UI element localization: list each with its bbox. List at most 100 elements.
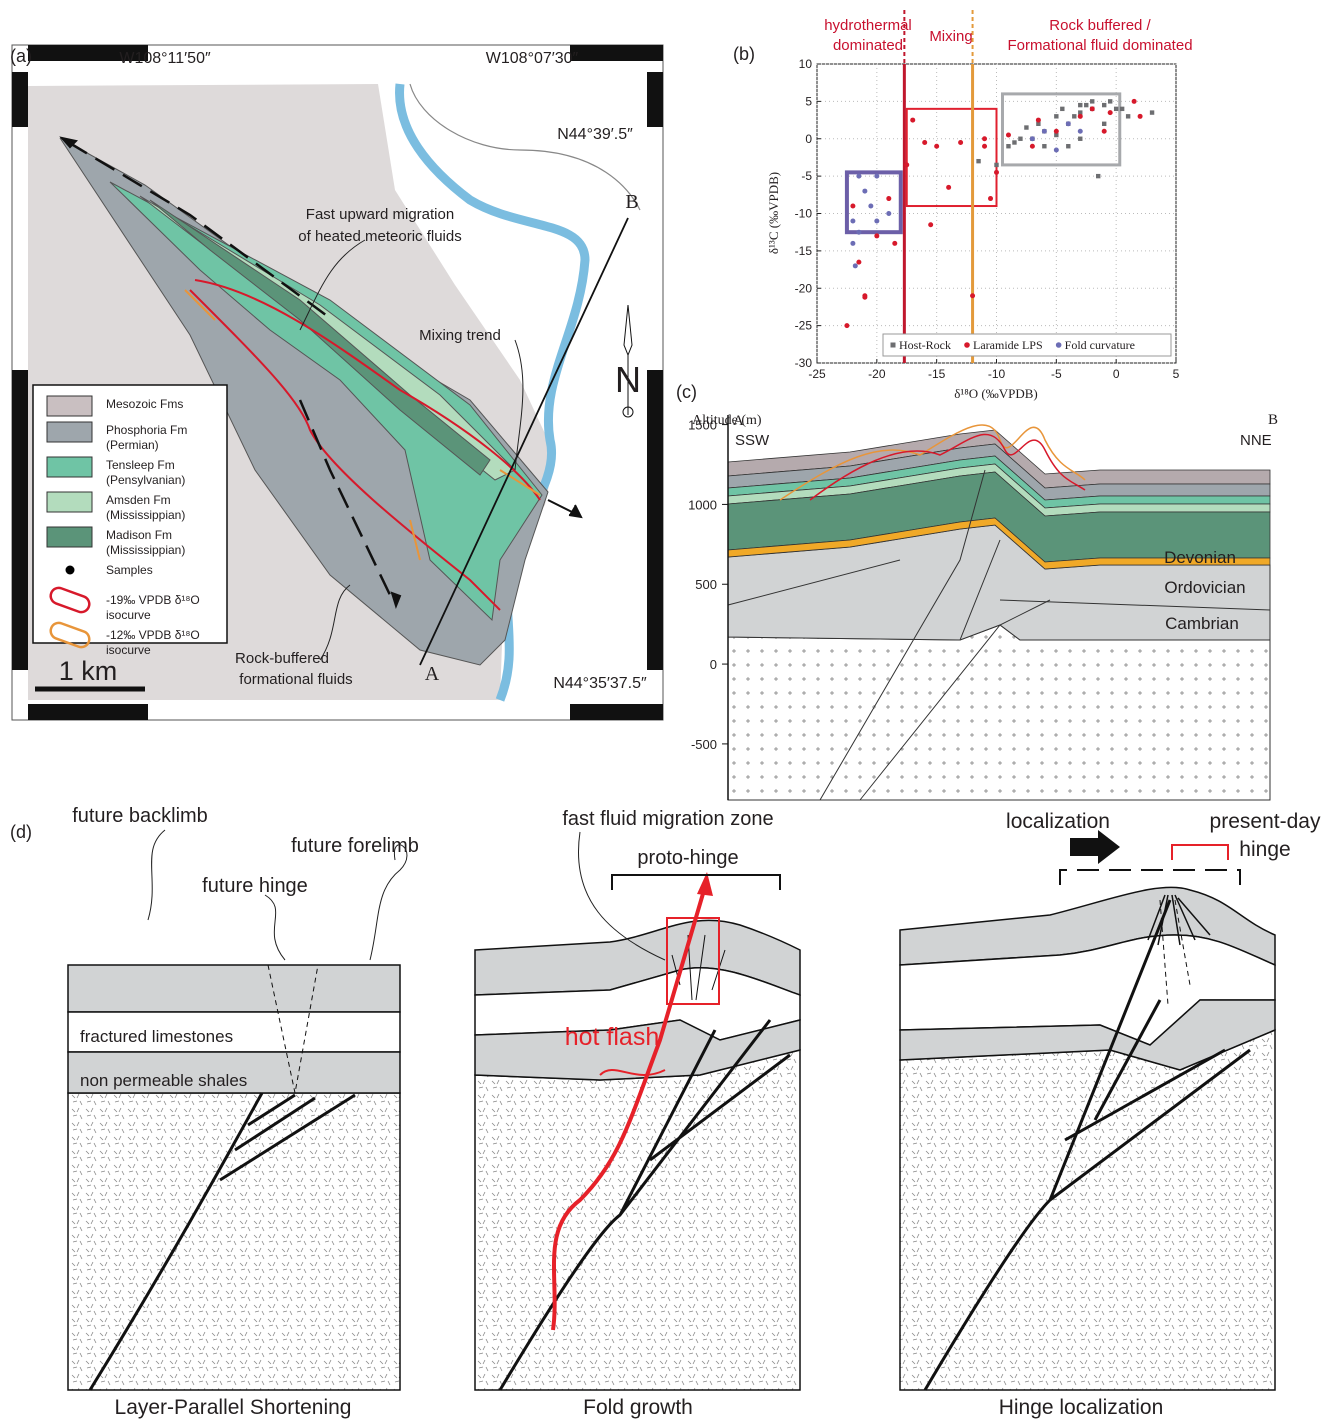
panel-c: (c) Altitude (m) A B SSW NNE Devonian Or…: [676, 382, 1278, 800]
legend-swatch: [47, 492, 92, 512]
region-label: Mixing: [929, 28, 972, 45]
point: [946, 185, 951, 190]
point: [1138, 114, 1143, 119]
point: [1066, 121, 1071, 126]
y-tick-label: -10: [795, 207, 813, 221]
point: [856, 230, 861, 235]
point: [892, 241, 897, 246]
panel-b: (b) hydrothermal dominated Mixing Rock b…: [733, 10, 1193, 401]
point: [976, 159, 980, 163]
stage-title: Fold growth: [583, 1396, 693, 1419]
annotation: present-day: [1210, 810, 1321, 833]
legend-label: (Permian): [106, 438, 159, 452]
point: [922, 140, 927, 145]
point: [874, 174, 879, 179]
y-tick-label: 1000: [688, 497, 717, 512]
stage-title: Hinge localization: [999, 1396, 1164, 1419]
point: [853, 263, 858, 268]
region-label: dominated: [833, 37, 903, 54]
panel-label: (a): [10, 46, 32, 66]
point: [1018, 137, 1022, 141]
unit-label: Devonian: [1164, 548, 1236, 567]
x-tick-label: -10: [988, 367, 1006, 381]
basement: [728, 625, 1270, 800]
y-tick-label: 0: [805, 132, 812, 146]
direction: SSW: [735, 432, 770, 449]
point: [1102, 103, 1106, 107]
annotation: proto-hinge: [637, 847, 738, 869]
point: [1042, 144, 1046, 148]
legend-label: Host-Rock: [899, 338, 951, 352]
point: [910, 118, 915, 123]
point: [1012, 140, 1016, 144]
point: [856, 174, 861, 179]
point: [1030, 144, 1035, 149]
y-tick-label: 0: [710, 657, 717, 672]
y-tick-label: -500: [691, 737, 717, 752]
point: [904, 162, 909, 167]
legend-marker: [964, 342, 970, 348]
legend-label: Samples: [106, 563, 153, 577]
bracket: [612, 875, 780, 890]
north-label: N: [615, 359, 641, 400]
annotation: localization: [1006, 810, 1110, 833]
coordinate: N44°39′.5″: [557, 126, 633, 143]
legend-marker: [1056, 342, 1062, 348]
point: [856, 260, 861, 265]
y-tick-label: -20: [795, 281, 813, 295]
point: [1084, 103, 1088, 107]
point: [1108, 110, 1113, 115]
annotation: fast fluid migration zone: [562, 808, 773, 830]
point: [982, 136, 987, 141]
annotation: of heated meteoric fluids: [298, 228, 461, 245]
point: [850, 241, 855, 246]
legend-swatch: [66, 566, 75, 575]
point: [850, 204, 855, 209]
y-tick-label: -15: [795, 244, 813, 258]
region-label: Rock buffered /: [1049, 17, 1151, 34]
annotation: Rock-buffered: [235, 650, 329, 667]
point: [928, 222, 933, 227]
point: [934, 144, 939, 149]
frame-stripe: [647, 72, 663, 127]
point: [886, 196, 891, 201]
legend-label: isocurve: [106, 643, 151, 657]
point: [874, 233, 879, 238]
point: [1114, 107, 1118, 111]
frame-stripe: [570, 704, 663, 720]
point: [1036, 118, 1041, 123]
legend-label: (Pensylvanian): [106, 473, 185, 487]
legend-label: -12‰ VPDB δ¹⁸O: [106, 628, 200, 642]
legend-label: Laramide LPS: [973, 338, 1043, 352]
point: [1096, 174, 1100, 178]
stage-title: Layer-Parallel Shortening: [115, 1396, 352, 1419]
point: [1090, 106, 1095, 111]
point: [1078, 114, 1083, 119]
bracket: [1060, 870, 1240, 885]
point: [988, 196, 993, 201]
x-tick-label: -20: [868, 367, 886, 381]
direction: NNE: [1240, 432, 1272, 449]
y-tick-label: 500: [695, 577, 717, 592]
x-axis-label: δ¹⁸O (‰VPDB): [954, 386, 1038, 401]
panel-label: (c): [676, 382, 697, 402]
legend-swatch: [47, 422, 92, 442]
legend-label: -19‰ VPDB δ¹⁸O: [106, 593, 200, 607]
unit-label: Ordovician: [1164, 578, 1245, 597]
layer: [68, 965, 400, 1012]
x-tick-label: 0: [1113, 367, 1120, 381]
coordinate: W108°07′30″: [486, 50, 579, 67]
y-tick-label: -30: [795, 356, 813, 370]
point: [1090, 99, 1094, 103]
frame-stripe: [12, 370, 28, 670]
panel-label: (d): [10, 822, 32, 842]
point: [982, 144, 987, 149]
annotation: future hinge: [202, 875, 308, 897]
figure: Mesozoic FmsPhosphoria Fm(Permian)Tensle…: [0, 0, 1338, 1423]
legend-swatch: [47, 527, 92, 547]
legend-marker: [891, 343, 896, 348]
section-end: B: [625, 191, 638, 213]
point: [862, 295, 867, 300]
panel-d: (d) future backlimb future hinge future …: [10, 805, 1321, 1419]
point: [994, 170, 999, 175]
